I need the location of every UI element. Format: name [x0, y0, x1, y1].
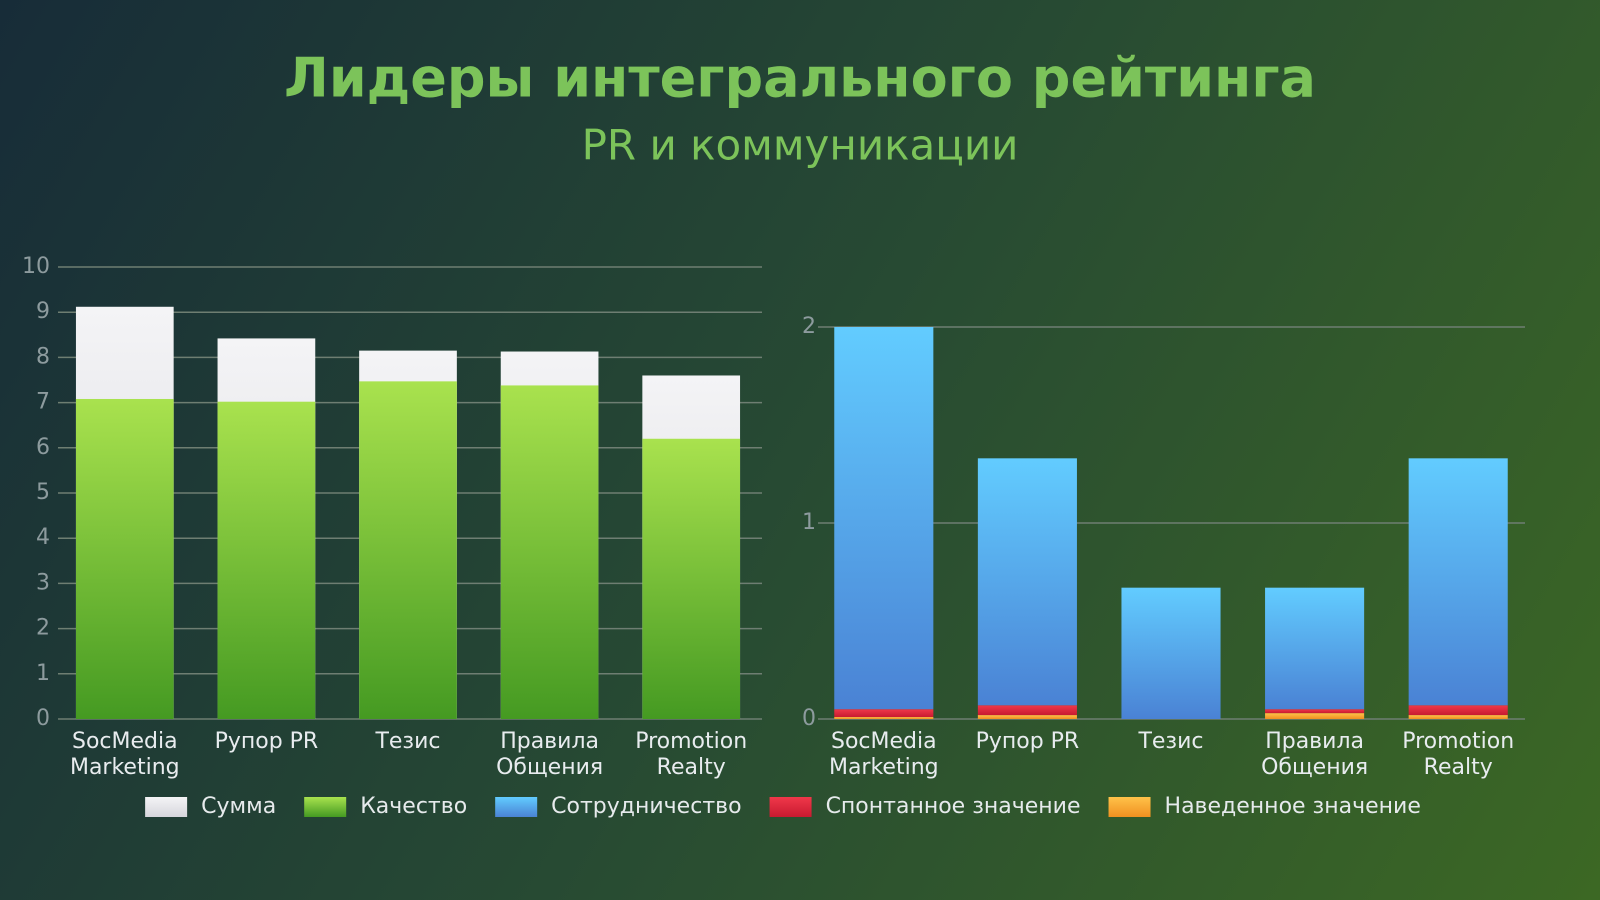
- y-tick-label: 7: [36, 390, 50, 415]
- y-tick-label: 9: [36, 299, 50, 324]
- x-tick-label: SocMedia Marketing: [828, 729, 939, 780]
- bar-segment: [1265, 709, 1365, 714]
- x-tick-label: Рупор PR: [975, 729, 1080, 754]
- y-tick-label: 1: [802, 510, 816, 535]
- subtitle: PR и коммуникации: [582, 121, 1019, 170]
- bar-segment: [834, 709, 934, 718]
- y-tick-label: 4: [36, 525, 50, 550]
- y-tick-label: 5: [36, 480, 50, 505]
- bar-segment: [834, 327, 934, 710]
- bar-segment: [1121, 587, 1221, 719]
- legend-swatch: [1108, 797, 1151, 817]
- bar-segment: [1265, 587, 1365, 710]
- bar-segment: [977, 458, 1077, 706]
- bar: [75, 398, 174, 719]
- legend-swatch: [495, 797, 538, 817]
- bar-segment: [1408, 458, 1508, 706]
- legend-label: Сумма: [201, 794, 276, 819]
- y-tick-label: 10: [22, 254, 50, 279]
- legend-swatch: [145, 797, 188, 817]
- y-tick-label: 3: [36, 570, 50, 595]
- y-tick-label: 2: [802, 314, 816, 339]
- title: Лидеры интегрального рейтинга: [284, 47, 1316, 110]
- x-tick-label: Правила Общения: [496, 729, 604, 780]
- legend: Сумма Качество Сотрудничество Спонтанное зн…: [145, 794, 1421, 819]
- y-tick-label: 0: [36, 706, 50, 731]
- bar-segment: [977, 715, 1077, 719]
- legend-label: Качество: [360, 794, 467, 819]
- legend-label: Спонтанное значение: [826, 794, 1081, 819]
- bar-segment: [977, 705, 1077, 716]
- y-tick-label: 2: [36, 616, 50, 641]
- legend-swatch: [769, 797, 812, 817]
- bar-segment: [1408, 715, 1508, 719]
- x-tick-label: Promotion Realty: [1402, 729, 1515, 780]
- y-tick-label: 8: [36, 344, 50, 369]
- x-tick-label: SocMedia Marketing: [69, 729, 180, 780]
- y-tick-label: 1: [36, 661, 50, 686]
- x-tick-label: Правила Общения: [1261, 729, 1369, 780]
- bar-segment: [1265, 713, 1365, 719]
- bar: [217, 401, 316, 719]
- legend-swatch: [304, 797, 347, 817]
- x-tick-label: Promotion Realty: [635, 729, 748, 780]
- x-tick-label: Рупор PR: [214, 729, 319, 754]
- x-tick-label: Тезис: [375, 729, 441, 754]
- y-tick-label: 6: [36, 435, 50, 460]
- legend-label: Сотрудничество: [551, 794, 741, 819]
- legend-label: Наведенное значение: [1165, 794, 1421, 819]
- bar-segment: [1408, 705, 1508, 716]
- bar: [359, 381, 457, 719]
- bar: [500, 385, 599, 719]
- bar: [642, 438, 741, 719]
- y-tick-label: 0: [802, 706, 816, 731]
- bar-segment: [834, 717, 934, 719]
- x-tick-label: Тезис: [1138, 729, 1204, 754]
